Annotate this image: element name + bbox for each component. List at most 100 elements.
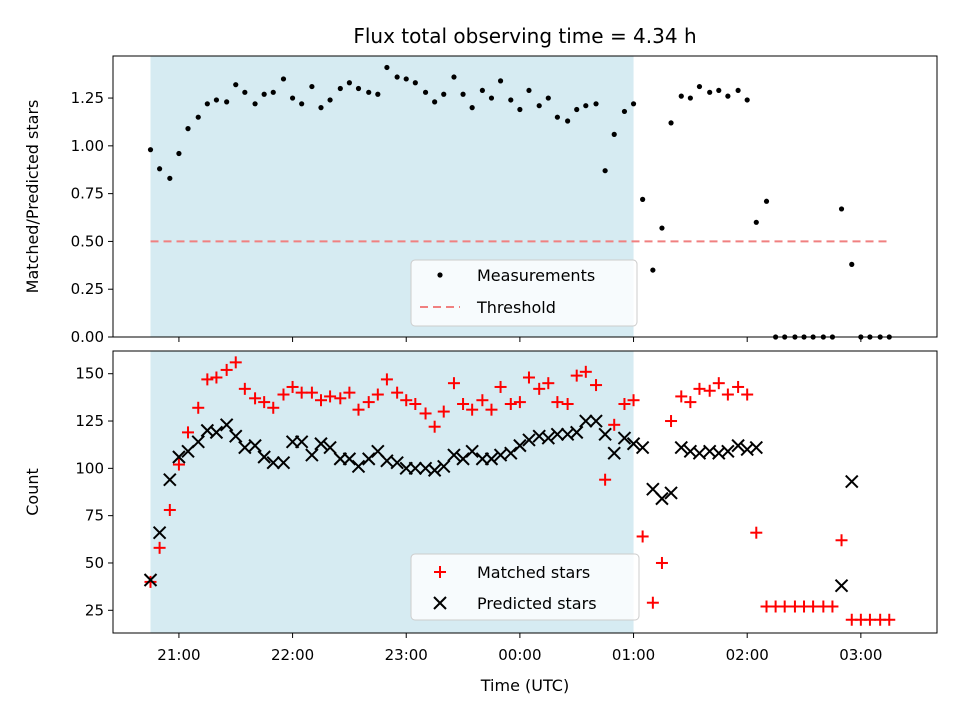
predicted-star-marker (342, 452, 357, 466)
matched-star-marker (684, 396, 697, 409)
matched-star-marker (238, 382, 251, 395)
y-tick-label: 125 (75, 412, 104, 430)
measurement-point (224, 99, 230, 105)
matched-star-marker (551, 396, 564, 409)
measurement-point (668, 120, 674, 126)
matched-star-marker (741, 388, 754, 401)
measurement-point (497, 78, 504, 84)
predicted-star-marker (351, 459, 366, 474)
measurement-point (270, 89, 276, 95)
matched-star-marker (863, 613, 876, 626)
x-tick-label: 22:00 (271, 646, 314, 664)
measurement-point (593, 101, 599, 107)
predicted-star-marker (626, 437, 641, 451)
predicted-star-marker (493, 448, 508, 462)
y-tick-label: 25 (85, 601, 104, 619)
time-x-axis-label: Time (UTC) (480, 676, 569, 695)
measurement-point (508, 97, 514, 103)
matched-star-marker (409, 397, 422, 410)
ratio-y-axis: 0.00 0.25 0.50 0.75 1.00 1.25 (71, 89, 113, 346)
legend-predicted-marker (433, 596, 447, 610)
legend-measurements-label: Measurements (477, 266, 595, 285)
matched-star-marker (277, 388, 290, 401)
matched-star-marker (504, 397, 517, 410)
matched-star-marker (826, 600, 839, 613)
legend-measurements-marker (437, 272, 443, 278)
measurement-point (167, 175, 173, 181)
ratio-legend: Measurements Threshold (410, 259, 638, 327)
predicted-star-marker (323, 440, 337, 455)
measurement-point (289, 95, 296, 101)
ratio-plot-frame (112, 55, 938, 338)
matched-star-marker (466, 403, 479, 416)
predicted-star-marker (238, 440, 252, 455)
measurement-point (422, 89, 429, 95)
y-tick-label: 0.00 (71, 328, 104, 346)
predicted-star-marker (314, 437, 328, 451)
y-tick-label: 0.25 (71, 280, 104, 298)
measurement-point (299, 101, 305, 107)
predicted-star-marker (598, 427, 612, 441)
measurement-point (309, 83, 315, 90)
y-tick-label: 50 (85, 554, 104, 572)
measurement-point (725, 93, 731, 99)
time-x-axis: 21:00 22:00 23:00 00:00 01:00 02:00 03:00 (157, 633, 882, 664)
measurement-point (838, 206, 845, 212)
predicted-star-marker (362, 452, 376, 466)
count-y-axis-label: Count (23, 468, 42, 516)
predicted-star-marker (191, 435, 205, 449)
count-y-axis: 25 50 75 100 125 150 (75, 365, 113, 619)
matched-star-marker (144, 575, 157, 588)
measurement-point (261, 91, 267, 97)
legend-threshold-label: Threshold (476, 298, 556, 317)
measurement-point (233, 82, 239, 88)
predicted-star-marker (390, 455, 404, 470)
count-plot-frame (112, 350, 938, 634)
legend-matched-label: Matched stars (477, 563, 590, 582)
matched-star-marker (675, 390, 688, 403)
matched-star-marker (324, 390, 337, 403)
x-tick-label: 23:00 (385, 646, 428, 664)
x-tick-label: 01:00 (612, 646, 655, 664)
x-tick-label: 02:00 (726, 646, 769, 664)
matched-star-marker (371, 388, 384, 401)
predicted-star-marker (484, 452, 499, 466)
matched-star-marker (352, 403, 365, 416)
matched-star-marker (476, 394, 489, 407)
measurement-point (753, 219, 759, 225)
predicted-star-marker (749, 440, 763, 455)
measurement-points (147, 64, 892, 340)
predicted-star-marker (692, 446, 707, 460)
matched-star-marker (201, 373, 214, 386)
matched-star-marker (636, 530, 649, 543)
measurement-point (469, 105, 475, 111)
measurement-point (707, 89, 713, 95)
matched-star-marker (485, 403, 498, 416)
measurement-point (441, 91, 447, 97)
measurement-point (375, 91, 381, 97)
measurement-point (337, 85, 343, 92)
y-tick-label: 0.50 (71, 232, 104, 250)
y-tick-label: 150 (75, 365, 104, 383)
matched-star-marker (362, 396, 375, 409)
matched-star-marker (419, 407, 432, 420)
matched-star-marker (732, 380, 745, 393)
measurement-point (583, 103, 589, 109)
predicted-star-marker (550, 427, 565, 441)
y-tick-label: 1.00 (71, 137, 104, 155)
matched-star-marker (380, 373, 393, 386)
matched-star-marker (295, 386, 308, 399)
matched-star-marker (400, 394, 413, 407)
legend-matched-marker (434, 566, 446, 578)
ratio-legend-box (410, 259, 638, 327)
matched-star-marker (172, 458, 185, 471)
measurement-point (696, 83, 703, 90)
y-tick-label: 1.25 (71, 89, 104, 107)
predicted-star-marker (219, 418, 234, 432)
predicted-star-marker (664, 486, 678, 500)
measurement-point (213, 97, 220, 103)
measurement-point (204, 101, 210, 107)
predicted-star-marker (266, 455, 280, 470)
predicted-star-marker (617, 431, 632, 445)
matched-star-marker (210, 371, 223, 384)
